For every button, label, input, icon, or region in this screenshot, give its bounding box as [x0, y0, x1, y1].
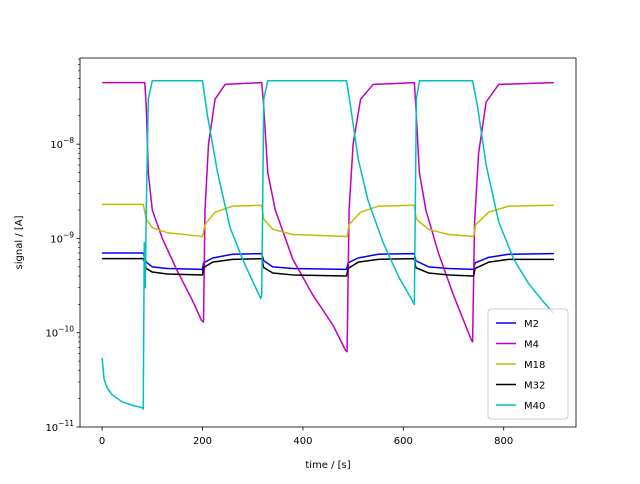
series-line-m4	[102, 81, 554, 353]
series-line-m18	[102, 203, 554, 238]
y-tick-label: 10−9	[50, 230, 74, 245]
y-tick-label: 10−11	[45, 419, 74, 434]
x-tick-label: 400	[293, 436, 312, 447]
y-tick-label: 10−8	[50, 136, 74, 151]
legend-label-m40: M40	[524, 401, 545, 412]
series-group	[101, 80, 555, 410]
x-tick-label: 0	[99, 436, 105, 447]
y-axis-label: signal / [A]	[14, 215, 25, 269]
x-tick-label: 800	[494, 436, 513, 447]
legend-label-m18: M18	[524, 360, 545, 371]
series-line-m40	[101, 80, 555, 410]
legend-label-m32: M32	[524, 381, 545, 392]
y-tick-label: 10−10	[45, 325, 74, 340]
x-tick-label: 600	[394, 436, 413, 447]
legend-label-m4: M4	[524, 340, 539, 351]
legend-box	[487, 308, 569, 420]
series-line-m32	[102, 257, 554, 277]
legend-label-m2: M2	[524, 319, 539, 330]
series-line-m2	[102, 252, 554, 271]
x-axis-label: time / [s]	[305, 460, 350, 471]
x-tick-label: 200	[193, 436, 212, 447]
